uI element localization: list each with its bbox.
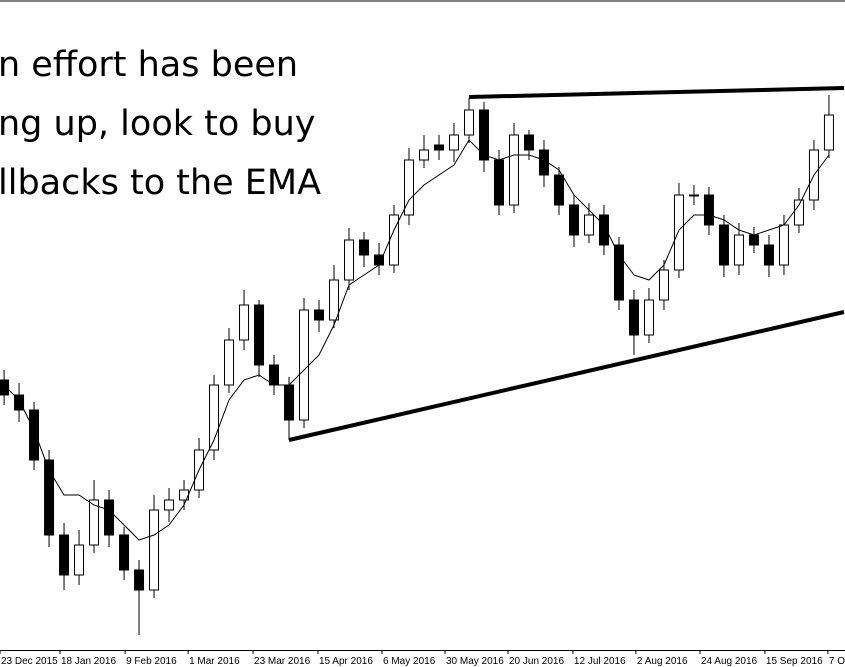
x-tick-label: 23 Dec 2015 — [1, 656, 58, 667]
candle-body — [763, 244, 774, 266]
trend-line — [468, 86, 844, 99]
trend-line — [288, 310, 845, 442]
candle-body — [658, 269, 669, 301]
x-tick-label: 9 Feb 2016 — [126, 656, 177, 667]
candle-body — [433, 144, 444, 151]
x-tick-label: 2 Aug 2016 — [637, 656, 688, 667]
candle-body — [344, 239, 355, 281]
candle-body — [478, 109, 489, 161]
candle-body — [793, 199, 804, 226]
candle-body — [149, 509, 160, 591]
x-tick-label: 24 Aug 2016 — [701, 656, 758, 667]
candle-body — [673, 194, 684, 271]
annotation: n effort has been — [0, 45, 298, 85]
candle-body — [613, 244, 624, 301]
candle-body — [0, 379, 10, 396]
x-tick-label: 1 Mar 2016 — [189, 656, 240, 667]
candle-body — [164, 499, 175, 511]
candle-body — [74, 544, 85, 576]
x-tick-label: 12 Jul 2016 — [574, 656, 626, 667]
candle-body — [523, 134, 534, 151]
candle-body — [119, 534, 130, 571]
candle-body — [733, 234, 744, 266]
candle-body — [329, 279, 340, 321]
candle-body — [418, 149, 429, 161]
x-tick-label: 6 May 2016 — [383, 656, 436, 667]
candle-body — [29, 409, 40, 461]
candle-body — [44, 459, 55, 536]
candle-body — [104, 499, 115, 536]
x-tick-label: 20 Jun 2016 — [509, 656, 564, 667]
candle-body — [254, 304, 265, 366]
candle-body — [493, 159, 504, 206]
candle-body — [508, 134, 519, 206]
candle-body — [718, 224, 729, 266]
candle-body — [628, 299, 639, 336]
annotation: llbacks to the EMA — [0, 163, 321, 203]
candle-body — [134, 569, 145, 591]
candle-body — [89, 499, 100, 546]
candle-body — [688, 194, 699, 197]
candle-body — [583, 214, 594, 236]
candle-body — [703, 194, 714, 226]
candle-body — [748, 234, 759, 246]
x-tick-label: 7 O — [829, 656, 845, 667]
candle-body — [299, 309, 310, 421]
candle-body — [269, 364, 280, 386]
candle-body — [568, 204, 579, 236]
candle-body — [404, 159, 415, 216]
candle-body — [643, 299, 654, 336]
candle-body — [448, 134, 459, 151]
candle-body — [778, 224, 789, 266]
ema-line — [3, 139, 830, 541]
candle-body — [209, 384, 220, 451]
candle-body — [463, 109, 474, 136]
candle-body — [389, 214, 400, 266]
x-tick-label: 23 Mar 2016 — [254, 656, 311, 667]
x-tick-label: 30 May 2016 — [446, 656, 504, 667]
x-tick-label: 15 Apr 2016 — [319, 656, 373, 667]
candle-body — [314, 309, 325, 321]
candle-body — [359, 239, 370, 256]
plot-area — [0, 86, 845, 635]
candle-body — [823, 114, 834, 151]
candle-body — [239, 304, 250, 341]
candle-body — [284, 384, 295, 421]
candle-body — [14, 394, 25, 411]
candle-body — [59, 534, 70, 576]
annotation: ng up, look to buy — [0, 104, 316, 144]
candle-body — [224, 339, 235, 386]
x-tick-label: 18 Jan 2016 — [61, 656, 116, 667]
x-tick-label: 15 Sep 2016 — [766, 656, 823, 667]
candle-body — [553, 174, 564, 206]
candle-body — [598, 214, 609, 246]
